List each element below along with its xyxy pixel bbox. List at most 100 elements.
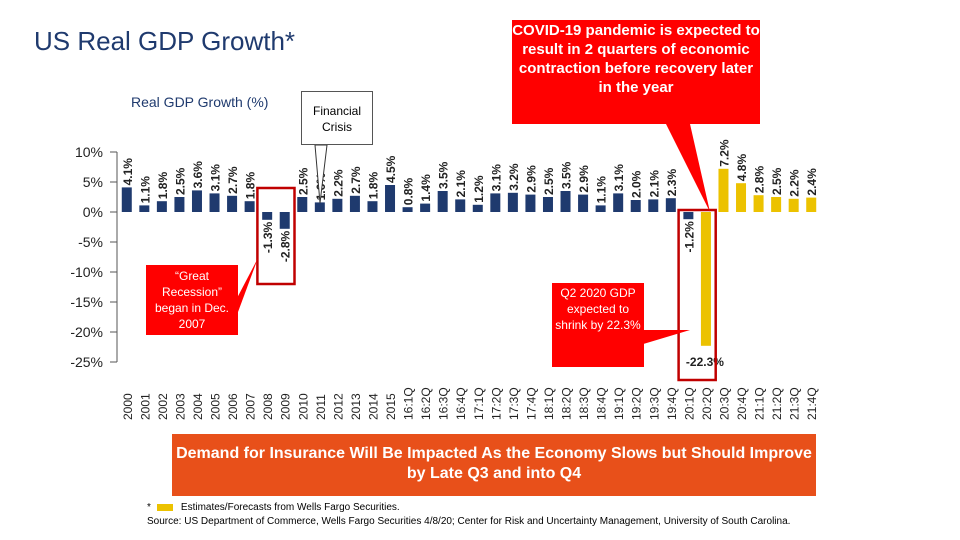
bar-18:1Q	[542, 197, 553, 212]
bar-2007	[244, 201, 255, 212]
bar-18:2Q	[560, 191, 571, 212]
x-category-label: 2014	[366, 393, 380, 420]
bar-17:3Q	[507, 192, 518, 212]
bar-2009	[279, 212, 290, 229]
x-categories-group: 2000 2001 2002 2003 2004 2005 2006 2007 2008 2009…	[121, 387, 819, 420]
value-label: 2.9%	[577, 165, 591, 193]
bar-2011	[314, 202, 325, 212]
x-category-label: 19:3Q	[647, 387, 661, 420]
bar-17:2Q	[490, 193, 501, 212]
value-label: 0.8%	[402, 178, 416, 206]
covid-highlight-box	[677, 208, 717, 382]
bar-2014	[367, 201, 378, 212]
x-category-label: 2006	[226, 393, 240, 420]
x-category-label: 16:3Q	[437, 387, 451, 420]
x-category-label: 2011	[314, 394, 328, 420]
value-label: 4.5%	[384, 155, 398, 183]
callout-pointers-group	[236, 124, 710, 345]
x-category-label: 2013	[349, 393, 363, 420]
value-label: 2.9%	[524, 165, 538, 193]
q2-pointer	[640, 330, 690, 345]
y-tick-label: -25%	[70, 354, 103, 370]
bar-16:2Q	[420, 203, 431, 212]
y-tick-label: 10%	[75, 144, 103, 160]
insurance-demand-banner: Demand for Insurance Will Be Impacted As…	[172, 434, 816, 496]
x-category-label: 2003	[173, 393, 187, 420]
value-label: 7.2%	[717, 139, 731, 167]
bar-19:1Q	[613, 193, 624, 212]
bar-2013	[349, 195, 360, 212]
great-recession-callout: “Great Recession” began in Dec. 2007	[146, 265, 238, 335]
value-label: 2.5%	[770, 167, 784, 195]
value-label: 2.2%	[788, 169, 802, 197]
bar-18:4Q	[595, 205, 606, 212]
bar-16:4Q	[455, 199, 466, 212]
y-tick-label: -10%	[70, 264, 103, 280]
bar-2005	[209, 193, 220, 212]
value-label: 2.3%	[665, 169, 679, 197]
financial-crisis-pointer	[314, 144, 328, 204]
bar-19:3Q	[648, 199, 659, 212]
x-category-label: 2012	[331, 393, 345, 420]
bar-17:4Q	[525, 194, 536, 212]
bar-21:3Q	[788, 198, 799, 212]
bar-21:1Q	[753, 195, 764, 212]
y-tick-label: -5%	[78, 234, 103, 250]
recession-highlight-box	[256, 186, 296, 286]
bar-16:1Q	[402, 207, 413, 212]
value-label: 4.8%	[735, 154, 749, 182]
x-category-label: 2000	[121, 393, 135, 420]
value-label: 3.6%	[191, 161, 205, 189]
x-category-label: 19:2Q	[630, 387, 644, 420]
legend-footnote: * Estimates/Forecasts from Wells Fargo Se…	[147, 502, 400, 513]
bar-2012	[332, 198, 343, 212]
bar-2006	[227, 195, 238, 212]
x-category-label: 21:4Q	[805, 387, 819, 420]
value-label: 2.5%	[296, 167, 310, 195]
value-label: 2.5%	[542, 167, 556, 195]
value-label: 3.1%	[612, 164, 626, 192]
x-category-label: 17:3Q	[507, 387, 521, 420]
x-category-label: 16:1Q	[402, 387, 416, 420]
value-label: 4.1%	[121, 158, 135, 186]
bar-2008	[262, 212, 273, 220]
bar-20:3Q	[718, 168, 729, 212]
bar-21:2Q	[771, 197, 782, 212]
bar-2000	[121, 187, 132, 212]
x-category-label: 21:3Q	[788, 387, 802, 420]
x-category-label: 2005	[209, 393, 223, 420]
value-label: 3.5%	[437, 161, 451, 189]
value-label: -22.3%	[686, 355, 724, 369]
x-category-label: 18:4Q	[595, 387, 609, 420]
bar-2002	[156, 201, 167, 212]
x-category-label: 16:2Q	[419, 387, 433, 420]
forecast-legend-swatch	[156, 503, 173, 511]
x-category-label: 19:1Q	[612, 387, 626, 420]
bar-21:4Q	[806, 197, 817, 212]
footnote-marker: *	[147, 502, 151, 513]
bars-group	[121, 168, 817, 346]
value-label: 3.1%	[489, 164, 503, 192]
y-axis-title: Real GDP Growth (%)	[131, 94, 269, 110]
x-category-label: 16:4Q	[454, 387, 468, 420]
x-category-label: 2009	[279, 393, 293, 420]
value-label: 1.8%	[244, 172, 258, 200]
value-label: -1.3%	[261, 221, 275, 253]
highlight-boxes-group	[256, 186, 717, 382]
value-labels-group: 4.1%1.1% 1.8% 2.5% 3.6% 3.1% 2.7% 1.8%-1.3% -2.…	[121, 139, 819, 369]
bar-20:4Q	[736, 183, 747, 212]
x-category-label: 2001	[138, 393, 152, 420]
covid-callout: COVID-19 pandemic is expected to result …	[512, 20, 760, 124]
value-label: 3.1%	[209, 164, 223, 192]
x-category-label: 19:4Q	[665, 387, 679, 420]
x-category-label: 18:3Q	[577, 387, 591, 420]
value-label: -1.2%	[682, 221, 696, 253]
value-label: 3.2%	[507, 163, 521, 191]
value-label: 1.8%	[156, 172, 170, 200]
slide-title: US Real GDP Growth*	[34, 26, 296, 56]
value-label: 3.5%	[560, 161, 574, 189]
y-tick-label: -20%	[70, 324, 103, 340]
x-category-label: 18:1Q	[542, 387, 556, 420]
forecast-legend-text: Estimates/Forecasts from Wells Fargo Sec…	[180, 502, 400, 513]
bar-2003	[174, 197, 185, 212]
